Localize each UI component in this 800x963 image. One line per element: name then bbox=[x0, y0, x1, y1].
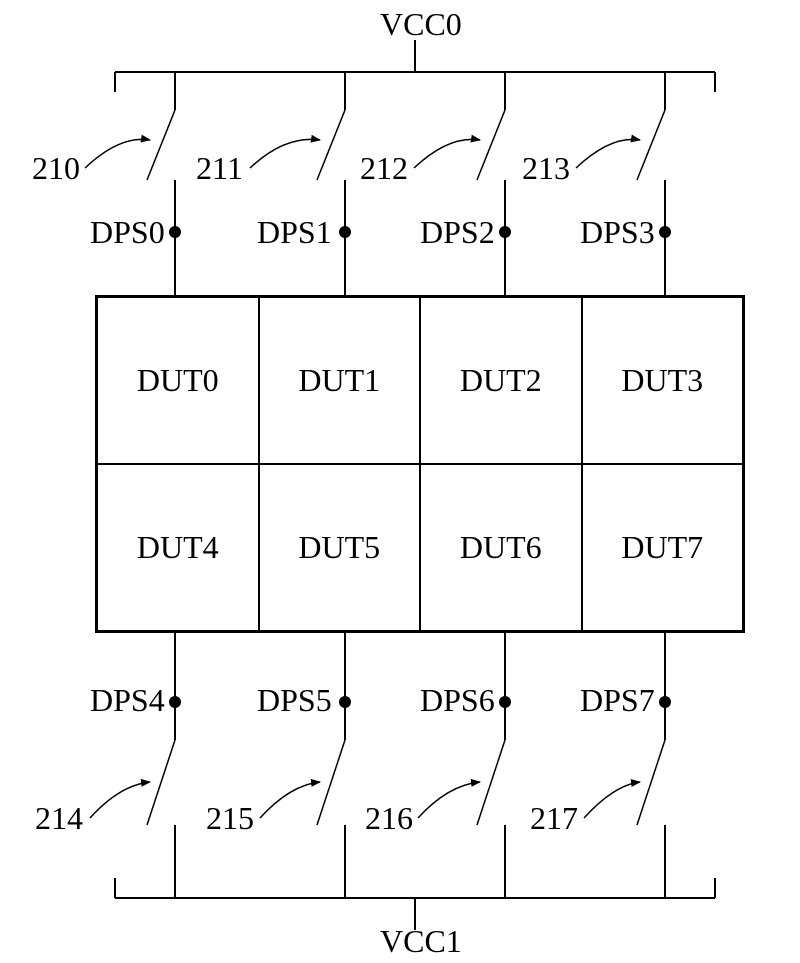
wiring-svg bbox=[0, 0, 800, 963]
diagram-canvas: VCC0 VCC1 DUT0 DUT1 DUT2 DUT3 DUT4 DUT5 … bbox=[0, 0, 800, 963]
